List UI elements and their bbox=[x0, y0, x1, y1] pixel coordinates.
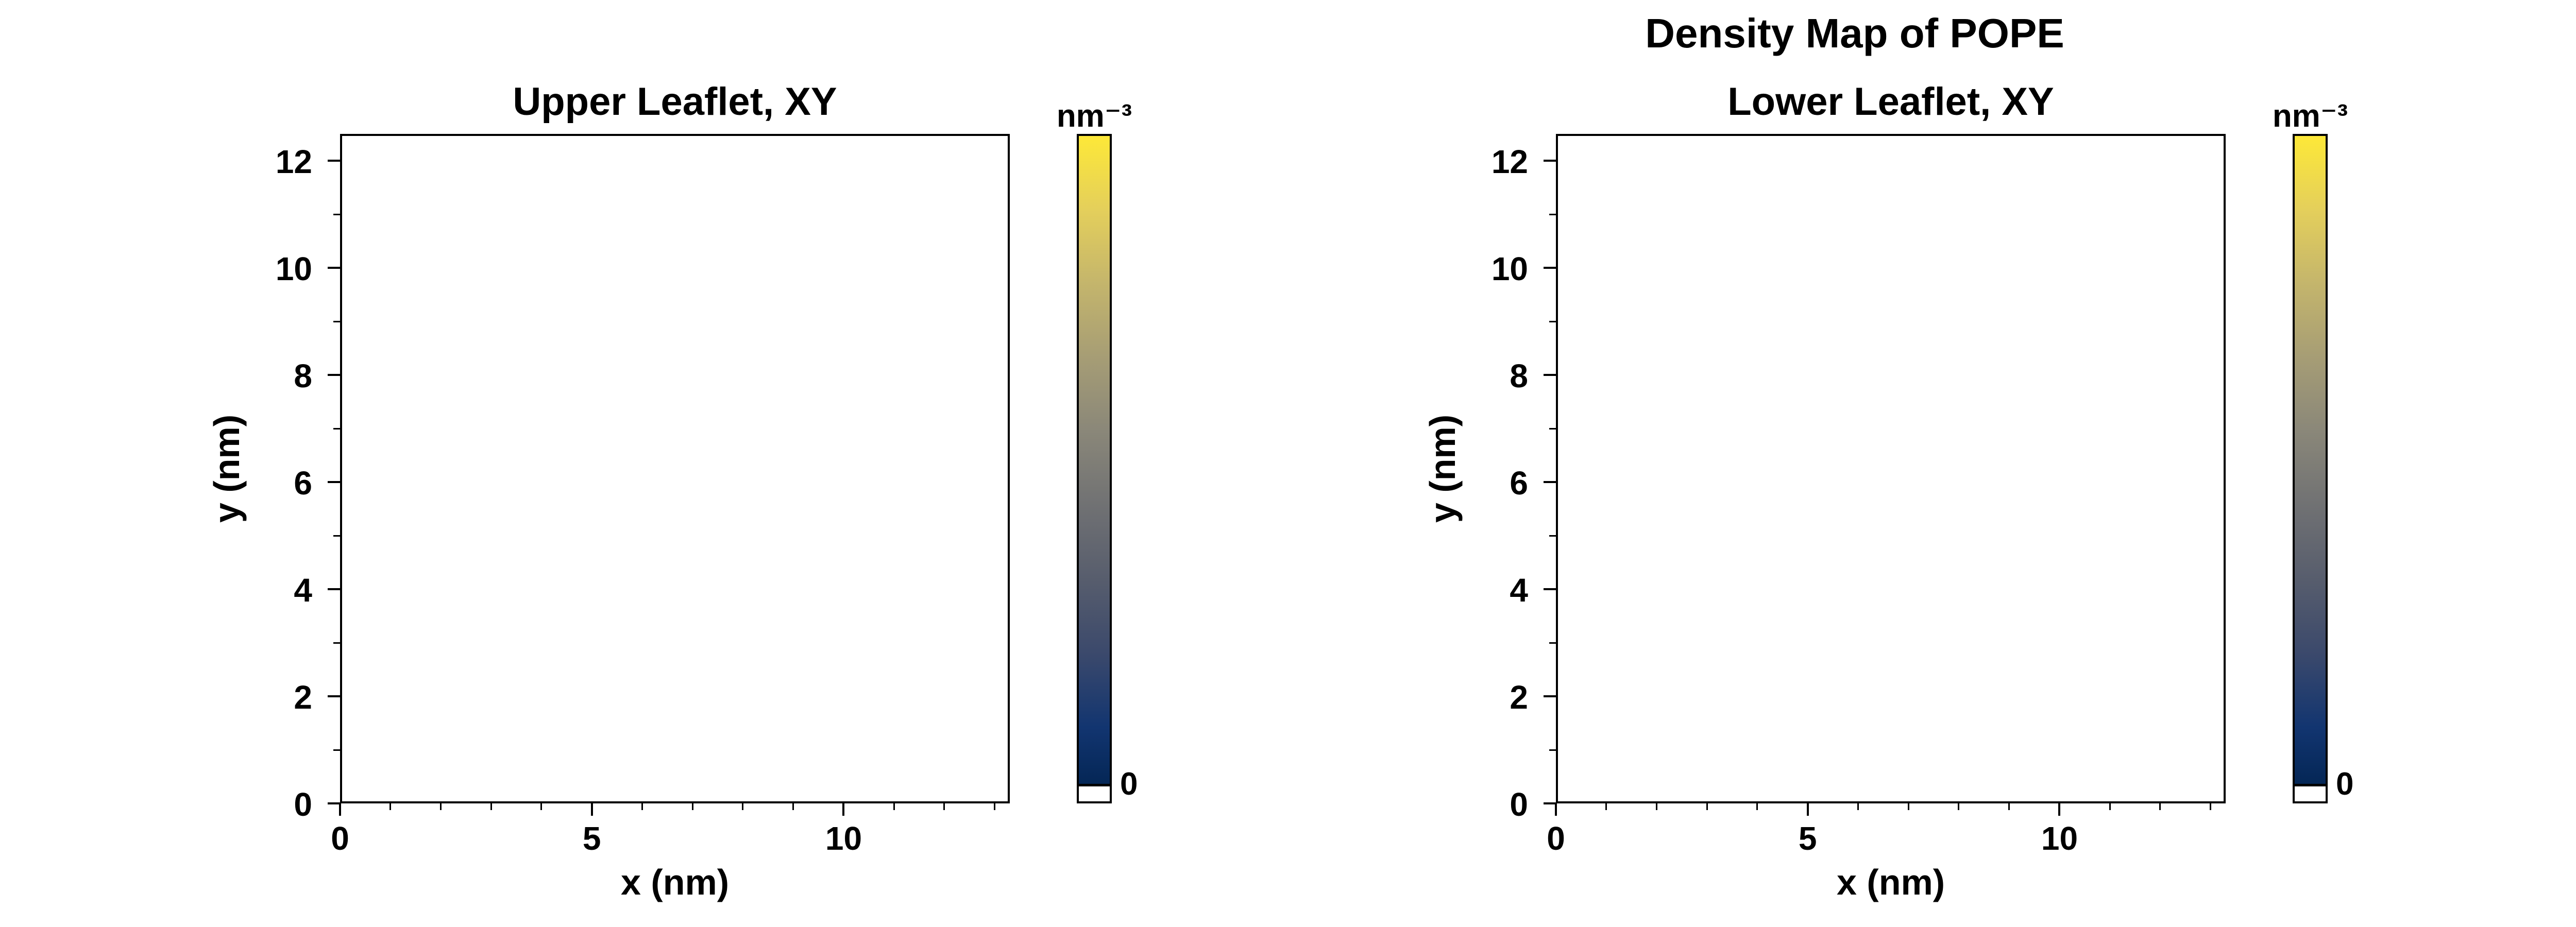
x-minor-tick bbox=[742, 803, 744, 810]
x-minor-tick bbox=[994, 803, 996, 810]
x-tick bbox=[842, 803, 845, 816]
x-minor-tick bbox=[943, 803, 945, 810]
y-tick bbox=[328, 588, 340, 590]
y-tick-label: 6 bbox=[294, 465, 312, 502]
y-tick-label: −2.5 bbox=[2558, 587, 2576, 620]
x-axis-label: x (nm) bbox=[621, 862, 729, 902]
y-tick bbox=[328, 267, 340, 269]
x-minor-tick bbox=[389, 803, 392, 810]
y-minor-tick bbox=[1549, 642, 1556, 644]
colorbar-zero-band bbox=[2295, 784, 2326, 801]
y-minor-tick bbox=[333, 427, 340, 430]
y-tick-label: 8 bbox=[1510, 357, 1528, 394]
x-minor-tick bbox=[540, 803, 543, 810]
x-minor-tick bbox=[1958, 803, 1960, 810]
x-tick-label: 10 bbox=[2041, 820, 2078, 857]
y-tick-label: 0.0 bbox=[2558, 453, 2576, 486]
panel-title: Upper Leaflet, XY bbox=[513, 80, 837, 124]
y-minor-tick bbox=[1549, 749, 1556, 751]
y-minor-tick bbox=[1549, 320, 1556, 322]
colorbar bbox=[1077, 134, 1112, 803]
x-minor-tick bbox=[2210, 803, 2212, 810]
x-minor-tick bbox=[2008, 803, 2010, 810]
plot-area bbox=[1556, 134, 2226, 803]
x-minor-tick bbox=[439, 803, 442, 810]
y-tick-label: 10 bbox=[1491, 250, 1528, 287]
x-tick-label: 5 bbox=[582, 820, 601, 857]
y-tick bbox=[328, 160, 340, 162]
colorbar-min-label: 0 bbox=[2336, 766, 2354, 802]
x-minor-tick bbox=[1756, 803, 1758, 810]
y-tick-label: 0 bbox=[294, 786, 312, 823]
x-minor-tick bbox=[2159, 803, 2161, 810]
y-minor-tick bbox=[1549, 535, 1556, 537]
y-tick bbox=[1544, 160, 1556, 162]
y-tick bbox=[1544, 374, 1556, 376]
colorbar bbox=[2293, 134, 2328, 803]
colorbar-min-label: 0 bbox=[1120, 766, 1138, 802]
y-tick-label: −5.0 bbox=[2558, 721, 2576, 754]
x-minor-tick bbox=[2109, 803, 2111, 810]
x-tick bbox=[1555, 803, 1557, 816]
figure-suptitle: Density Map of POPE bbox=[1645, 10, 2064, 56]
x-tick-label: 0 bbox=[331, 820, 349, 857]
y-tick bbox=[1544, 802, 1556, 804]
x-tick-label: 0 bbox=[1547, 820, 1565, 857]
x-minor-tick bbox=[490, 803, 492, 810]
y-tick bbox=[328, 481, 340, 483]
x-tick bbox=[2058, 803, 2061, 816]
x-tick-label: 10 bbox=[825, 820, 862, 857]
y-tick bbox=[328, 695, 340, 697]
colorbar-unit-label: nm⁻³ bbox=[1056, 98, 1132, 134]
x-minor-tick bbox=[1857, 803, 1859, 810]
x-tick-label: 5 bbox=[1798, 820, 1817, 857]
y-minor-tick bbox=[333, 213, 340, 215]
colorbar-unit-label: nm⁻³ bbox=[2272, 98, 2348, 134]
y-tick-label: 10 bbox=[275, 250, 312, 287]
y-tick-label: 0 bbox=[1510, 786, 1528, 823]
panel-title: Lower Leaflet, XY bbox=[1727, 80, 2054, 124]
y-tick bbox=[328, 374, 340, 376]
x-minor-tick bbox=[641, 803, 643, 810]
x-minor-tick bbox=[893, 803, 895, 810]
y-tick-label: 8 bbox=[294, 357, 312, 394]
x-minor-tick bbox=[1605, 803, 1607, 810]
y-minor-tick bbox=[333, 749, 340, 751]
y-tick bbox=[1544, 481, 1556, 483]
y-tick-label: 2 bbox=[1510, 679, 1528, 716]
y-minor-tick bbox=[1549, 427, 1556, 430]
y-tick bbox=[1544, 588, 1556, 590]
y-minor-tick bbox=[333, 320, 340, 322]
y-tick-label: 2 bbox=[294, 679, 312, 716]
x-minor-tick bbox=[1706, 803, 1708, 810]
x-minor-tick bbox=[792, 803, 794, 810]
y-tick bbox=[328, 802, 340, 804]
x-tick bbox=[1806, 803, 1809, 816]
x-minor-tick bbox=[691, 803, 693, 810]
y-tick-label: 5.0 bbox=[2558, 185, 2576, 218]
y-tick-label: 6 bbox=[1510, 465, 1528, 502]
y-minor-tick bbox=[1549, 213, 1556, 215]
x-axis-label: x (nm) bbox=[1837, 862, 1945, 902]
y-tick-label: 2.5 bbox=[2558, 319, 2576, 352]
y-minor-tick bbox=[333, 535, 340, 537]
y-tick-label: 4 bbox=[294, 572, 312, 609]
y-tick bbox=[1544, 267, 1556, 269]
x-minor-tick bbox=[1907, 803, 1909, 810]
y-tick-label: 12 bbox=[1491, 143, 1528, 180]
colorbar-zero-band bbox=[1079, 784, 1110, 801]
x-tick bbox=[339, 803, 341, 816]
y-tick bbox=[1544, 695, 1556, 697]
y-tick-label: 12 bbox=[275, 143, 312, 180]
x-minor-tick bbox=[1655, 803, 1657, 810]
y-minor-tick bbox=[333, 642, 340, 644]
x-tick bbox=[590, 803, 593, 816]
y-tick-label: 4 bbox=[1510, 572, 1528, 609]
plot-area bbox=[340, 134, 1010, 803]
